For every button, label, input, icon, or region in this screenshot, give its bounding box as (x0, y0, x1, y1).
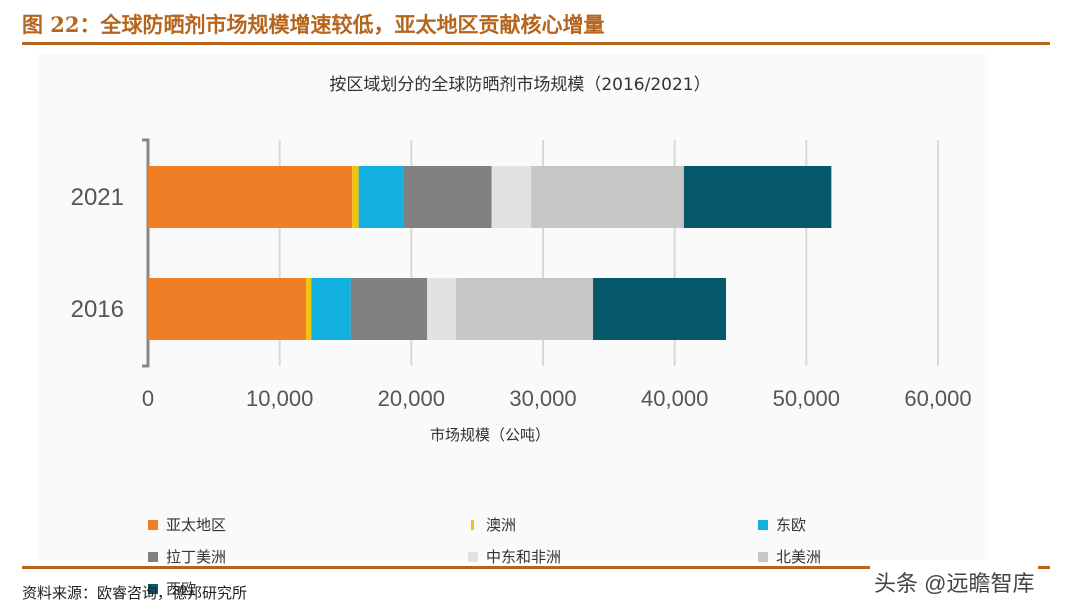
category-axis-line (142, 138, 150, 368)
bar-segment (531, 166, 684, 228)
legend-label: 拉丁美洲 (166, 549, 227, 566)
legend-item: 西欧 (148, 578, 196, 599)
bar-segment (403, 166, 492, 228)
x-tick-label: 0 (142, 386, 154, 411)
bar-segment (350, 278, 428, 340)
y-category-label: 2021 (71, 184, 124, 211)
figure-title: 图 22：全球防晒剂市场规模增速较低，亚太地区贡献核心增量 (22, 12, 605, 37)
bar-segment (683, 166, 832, 228)
chart-area: 0 10,000 20,000 30,000 40,000 50,000 60,000 202… (38, 54, 988, 598)
legend-swatch (758, 551, 768, 562)
legend-item: 东欧 (758, 514, 806, 535)
x-tick-label: 10,000 (246, 386, 313, 411)
chart-title: 按区域划分的全球防晒剂市场规模（2016/2021） (329, 75, 710, 95)
top-divider (22, 42, 1050, 45)
bar-segment (148, 166, 353, 228)
bar-segment (148, 278, 306, 340)
bar-segment (427, 278, 457, 340)
bars (148, 166, 832, 340)
bar-segment (593, 278, 727, 340)
legend-item: 澳洲 (468, 514, 516, 535)
legend-label: 北美洲 (776, 549, 822, 566)
bar-segment (306, 278, 312, 340)
legend-swatch (148, 519, 158, 530)
bottom-divider (22, 566, 1050, 569)
x-tick-label: 40,000 (641, 386, 708, 411)
bar-segment (311, 278, 351, 340)
legend-label: 东欧 (776, 517, 807, 534)
stacked-bar-chart: 0 10,000 20,000 30,000 40,000 50,000 60,000 202… (71, 75, 972, 444)
x-tick-label: 20,000 (378, 386, 445, 411)
bar-segment (358, 166, 404, 228)
source-note: 资料来源：欧睿咨询，德邦研究所 (22, 584, 248, 602)
legend-item: 中东和非洲 (468, 546, 561, 567)
legend-label: 中东和非洲 (486, 549, 562, 566)
chart-legend: 亚太地区 澳洲 东欧拉丁美洲 中东和非洲 北美洲西欧 (148, 514, 948, 606)
legend-label: 亚太地区 (166, 517, 227, 534)
y-category-label: 2016 (71, 296, 124, 323)
x-tick-label: 60,000 (904, 386, 971, 411)
legend-swatch (148, 583, 158, 594)
legend-item: 亚太地区 (148, 514, 226, 535)
legend-label: 西欧 (166, 581, 197, 598)
bar-segment (491, 166, 532, 228)
legend-swatch (468, 551, 478, 562)
legend-item: 拉丁美洲 (148, 546, 226, 567)
axis-labels: 0 10,000 20,000 30,000 40,000 50,000 60,000 202… (71, 184, 972, 411)
x-axis-title: 市场规模（公吨） (430, 426, 550, 444)
legend-item: 北美洲 (758, 546, 821, 567)
watermark: 头条 @远瞻智库 (870, 566, 1039, 598)
x-tick-label: 50,000 (773, 386, 840, 411)
bar-segment (456, 278, 594, 340)
x-tick-label: 30,000 (509, 386, 576, 411)
legend-swatch (471, 519, 474, 530)
legend-label: 澳洲 (486, 517, 517, 534)
legend-swatch (758, 519, 768, 530)
legend-swatch (148, 551, 158, 562)
bar-segment (352, 166, 359, 228)
